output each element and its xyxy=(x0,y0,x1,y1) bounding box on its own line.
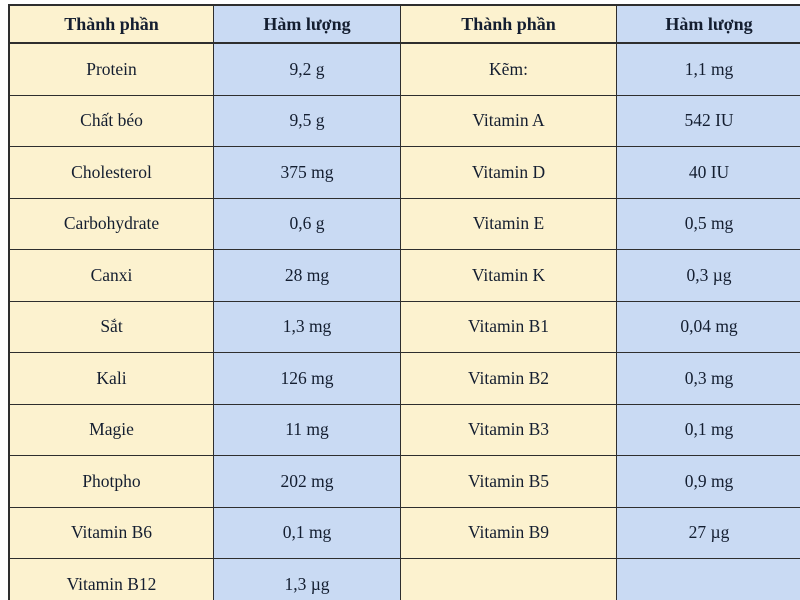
amount-cell-right: 1,1 mg xyxy=(616,42,800,96)
component-cell-right: Vitamin E xyxy=(400,197,617,250)
table-row: Photpho 202 mg Vitamin B5 0,9 mg xyxy=(8,455,800,508)
component-cell-right: Vitamin B1 xyxy=(400,300,617,353)
component-cell-left: Chất béo xyxy=(8,94,214,147)
component-cell-left: Vitamin B6 xyxy=(8,506,214,559)
amount-cell-right: 27 µg xyxy=(616,506,800,559)
header-amount-right: Hàm lượng xyxy=(616,4,800,44)
table-row: Vitamin B12 1,3 µg xyxy=(8,558,800,600)
amount-cell-right: 0,9 mg xyxy=(616,455,800,508)
amount-cell-left: 0,6 g xyxy=(213,197,401,250)
table-row: Kali 126 mg Vitamin B2 0,3 mg xyxy=(8,352,800,405)
header-component-right: Thành phần xyxy=(400,4,617,44)
component-cell-left: Kali xyxy=(8,352,214,405)
amount-cell-left: 1,3 mg xyxy=(213,300,401,353)
table-body: Protein 9,2 g Kẽm: 1,1 mg Chất béo 9,5 g Vitam… xyxy=(8,42,800,600)
component-cell-right: Vitamin B9 xyxy=(400,506,617,559)
amount-cell-right xyxy=(616,558,800,600)
header-amount-left: Hàm lượng xyxy=(213,4,401,44)
amount-cell-left: 202 mg xyxy=(213,455,401,508)
component-cell-right: Kẽm: xyxy=(400,42,617,96)
component-cell-left: Sắt xyxy=(8,300,214,353)
table-row: Sắt 1,3 mg Vitamin B1 0,04 mg xyxy=(8,300,800,353)
header-component-left: Thành phần xyxy=(8,4,214,44)
table-row: Cholesterol 375 mg Vitamin D 40 IU xyxy=(8,146,800,199)
table-row: Carbohydrate 0,6 g Vitamin E 0,5 mg xyxy=(8,197,800,250)
table-header: Thành phần Hàm lượng Thành phần Hàm lượn… xyxy=(8,4,800,44)
component-cell-left: Cholesterol xyxy=(8,146,214,199)
amount-cell-right: 0,3 mg xyxy=(616,352,800,405)
amount-cell-right: 40 IU xyxy=(616,146,800,199)
amount-cell-right: 0,1 mg xyxy=(616,403,800,456)
component-cell-left: Carbohydrate xyxy=(8,197,214,250)
amount-cell-right: 542 IU xyxy=(616,94,800,147)
amount-cell-right: 0,04 mg xyxy=(616,300,800,353)
amount-cell-left: 0,1 mg xyxy=(213,506,401,559)
component-cell-right: Vitamin B2 xyxy=(400,352,617,405)
table-row: Magie 11 mg Vitamin B3 0,1 mg xyxy=(8,403,800,456)
amount-cell-left: 11 mg xyxy=(213,403,401,456)
component-cell-left: Protein xyxy=(8,42,214,96)
amount-cell-left: 9,2 g xyxy=(213,42,401,96)
nutrition-table: Thành phần Hàm lượng Thành phần Hàm lượn… xyxy=(8,4,800,600)
header-row: Thành phần Hàm lượng Thành phần Hàm lượn… xyxy=(8,4,800,44)
component-cell-right: Vitamin A xyxy=(400,94,617,147)
component-cell-right: Vitamin D xyxy=(400,146,617,199)
amount-cell-left: 1,3 µg xyxy=(213,558,401,600)
component-cell-right: Vitamin B3 xyxy=(400,403,617,456)
table-row: Chất béo 9,5 g Vitamin A 542 IU xyxy=(8,94,800,147)
component-cell-right: Vitamin K xyxy=(400,249,617,302)
table-row: Vitamin B6 0,1 mg Vitamin B9 27 µg xyxy=(8,506,800,559)
component-cell-right: Vitamin B5 xyxy=(400,455,617,508)
component-cell-left: Canxi xyxy=(8,249,214,302)
table-row: Canxi 28 mg Vitamin K 0,3 µg xyxy=(8,249,800,302)
amount-cell-right: 0,3 µg xyxy=(616,249,800,302)
component-cell-left: Vitamin B12 xyxy=(8,558,214,600)
amount-cell-left: 375 mg xyxy=(213,146,401,199)
amount-cell-left: 126 mg xyxy=(213,352,401,405)
amount-cell-right: 0,5 mg xyxy=(616,197,800,250)
amount-cell-left: 9,5 g xyxy=(213,94,401,147)
component-cell-right xyxy=(400,558,617,600)
component-cell-left: Magie xyxy=(8,403,214,456)
component-cell-left: Photpho xyxy=(8,455,214,508)
table-row: Protein 9,2 g Kẽm: 1,1 mg xyxy=(8,42,800,96)
amount-cell-left: 28 mg xyxy=(213,249,401,302)
